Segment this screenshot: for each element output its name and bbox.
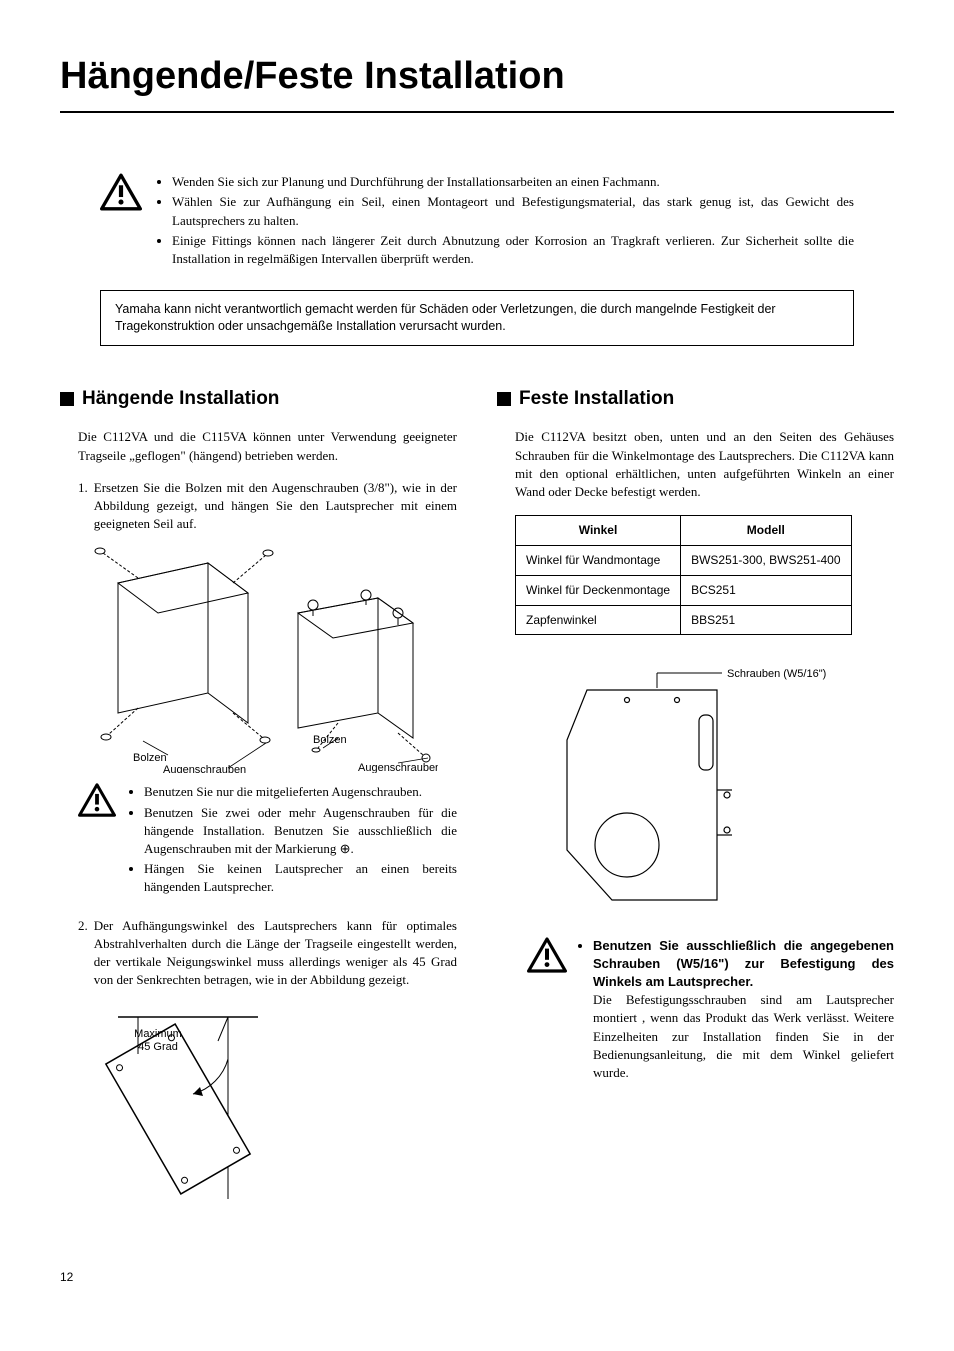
angle-figure: Maximum 45 Grad xyxy=(78,999,457,1219)
feste-warning-block: Benutzen Sie ausschließlich die angegebe… xyxy=(527,937,894,1083)
warning-icon xyxy=(527,937,567,978)
hanging-section-title: Hängende Installation xyxy=(60,386,457,413)
hanging-sub-warning-list: Benutzen Sie nur die mitgelieferten Auge… xyxy=(126,783,457,898)
hanging-intro: Die C112VA und die C115VA können unter V… xyxy=(78,428,457,464)
page-title: Hängende/Feste Installation xyxy=(60,50,894,113)
fig-label-45grad: 45 Grad xyxy=(138,1041,178,1053)
table-cell: BWS251-300, BWS251-400 xyxy=(681,546,851,576)
feste-intro: Die C112VA besitzt oben, unten und an de… xyxy=(515,428,894,501)
feste-warning-body: Benutzen Sie ausschließlich die angegebe… xyxy=(577,937,894,1083)
page-number: 12 xyxy=(60,1269,894,1286)
step-number: 1. xyxy=(78,479,88,534)
fig-label-schrauben: Schrauben (W5/16") xyxy=(727,668,826,680)
fig-label-augenschrauben: Augenschrauben xyxy=(163,764,246,773)
table-cell: BBS251 xyxy=(681,605,851,635)
eyebolt-figure: Bolzen Bolzen Augenschrauben Augenschrau… xyxy=(78,543,457,773)
step-text: Ersetzen Sie die Bolzen mit den Augensch… xyxy=(94,479,457,534)
table-cell: Winkel für Wandmontage xyxy=(516,546,681,576)
hanging-step-2: 2. Der Aufhängungswinkel des Lautspreche… xyxy=(78,917,457,990)
table-header: Modell xyxy=(681,516,851,546)
top-warning-item: Wählen Sie zur Aufhängung ein Seil, eine… xyxy=(172,193,854,229)
table-row: Winkel für Deckenmontage BCS251 xyxy=(516,575,852,605)
feste-warning-text: Die Befestigungsschrauben sind am Lautsp… xyxy=(593,992,894,1080)
fig-label-bolzen: Bolzen xyxy=(133,752,167,764)
step-text: Der Aufhängungswinkel des Lautsprechers … xyxy=(94,917,457,990)
table-cell: BCS251 xyxy=(681,575,851,605)
top-warning-block: Wenden Sie sich zur Planung und Durchfüh… xyxy=(100,173,854,270)
table-cell: Zapfenwinkel xyxy=(516,605,681,635)
bracket-table: Winkel Modell Winkel für Wandmontage BWS… xyxy=(515,515,852,635)
fig-label-max: Maximum xyxy=(134,1028,182,1040)
fig-label-bolzen: Bolzen xyxy=(313,734,347,746)
disclaimer-box: Yamaha kann nicht verantwortlich gemacht… xyxy=(100,290,854,346)
hanging-sub-warning-item: Benutzen Sie nur die mitgelieferten Auge… xyxy=(144,783,457,801)
top-warning-item: Wenden Sie sich zur Planung und Durchfüh… xyxy=(172,173,854,191)
feste-section-title: Feste Installation xyxy=(497,386,894,413)
hanging-sub-warning: Benutzen Sie nur die mitgelieferten Auge… xyxy=(78,783,457,898)
table-row: Winkel für Wandmontage BWS251-300, BWS25… xyxy=(516,546,852,576)
top-warning-list: Wenden Sie sich zur Planung und Durchfüh… xyxy=(154,173,854,270)
feste-installation-column: Feste Installation Die C112VA besitzt ob… xyxy=(497,386,894,1229)
table-row: Zapfenwinkel BBS251 xyxy=(516,605,852,635)
top-warning-item: Einige Fittings können nach längerer Zei… xyxy=(172,232,854,268)
hanging-sub-warning-item: Benutzen Sie zwei oder mehr Augenschraub… xyxy=(144,804,457,859)
feste-warning-bold: Benutzen Sie ausschließlich die angegebe… xyxy=(593,938,894,989)
table-cell: Winkel für Deckenmontage xyxy=(516,575,681,605)
square-marker-icon xyxy=(60,392,74,406)
step-number: 2. xyxy=(78,917,88,990)
hanging-sub-warning-item: Hängen Sie keinen Lautsprecher an einen … xyxy=(144,860,457,896)
hanging-installation-column: Hängende Installation Die C112VA und die… xyxy=(60,386,457,1229)
hanging-step-1: 1. Ersetzen Sie die Bolzen mit den Augen… xyxy=(78,479,457,534)
feste-title-text: Feste Installation xyxy=(519,386,674,413)
warning-icon xyxy=(100,173,142,216)
hanging-title-text: Hängende Installation xyxy=(82,386,279,413)
screw-figure: Schrauben (W5/16") xyxy=(527,665,894,920)
square-marker-icon xyxy=(497,392,511,406)
table-header: Winkel xyxy=(516,516,681,546)
fig-label-augenschrauben: Augenschrauben xyxy=(358,762,438,773)
warning-icon xyxy=(78,783,116,822)
